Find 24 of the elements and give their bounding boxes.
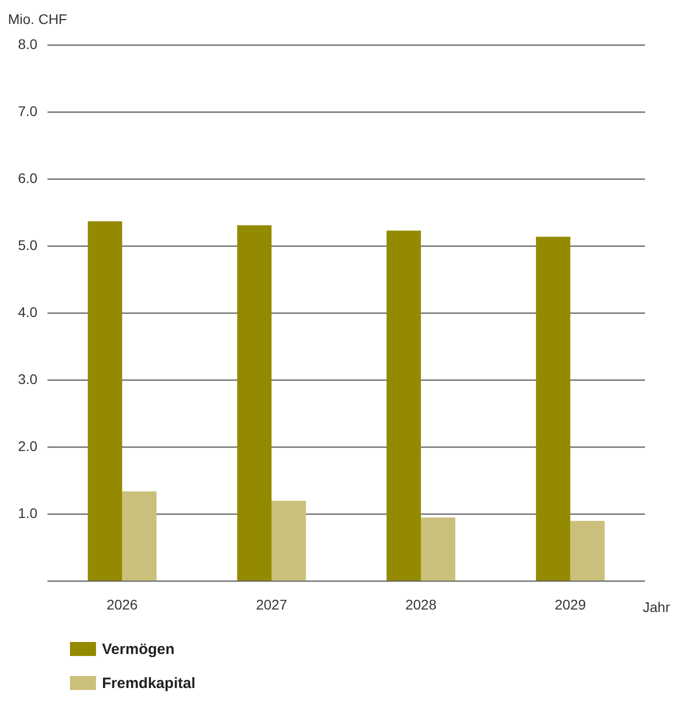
- bar: [88, 221, 122, 581]
- y-tick-label: 1.0: [18, 505, 38, 522]
- x-axis-title: Jahr: [642, 599, 670, 616]
- bar: [570, 520, 605, 581]
- y-axis-title: Mio. CHF: [8, 10, 68, 27]
- x-tick-label: 2026: [106, 596, 138, 612]
- x-tick-label: 2029: [554, 596, 586, 612]
- x-tick-label: 2028: [405, 596, 437, 612]
- bar: [536, 236, 570, 581]
- bar: [420, 518, 456, 581]
- legend-label: Vermögen: [102, 640, 175, 658]
- y-tick-label: 2.0: [18, 438, 38, 454]
- y-tick-label: 5.0: [18, 236, 38, 253]
- x-tick-label: 2027: [256, 596, 288, 612]
- bar: [237, 225, 272, 581]
- y-tick-label: 4.0: [18, 304, 38, 320]
- bar: [272, 500, 306, 581]
- y-tick-label: 8.0: [18, 36, 38, 52]
- y-tick-label: 7.0: [18, 102, 38, 119]
- bar: [386, 230, 421, 581]
- y-tick-label: 3.0: [18, 370, 38, 387]
- bar: [122, 491, 157, 581]
- legend-label: Fremdkapital: [102, 674, 196, 692]
- y-tick-label: 6.0: [18, 170, 38, 186]
